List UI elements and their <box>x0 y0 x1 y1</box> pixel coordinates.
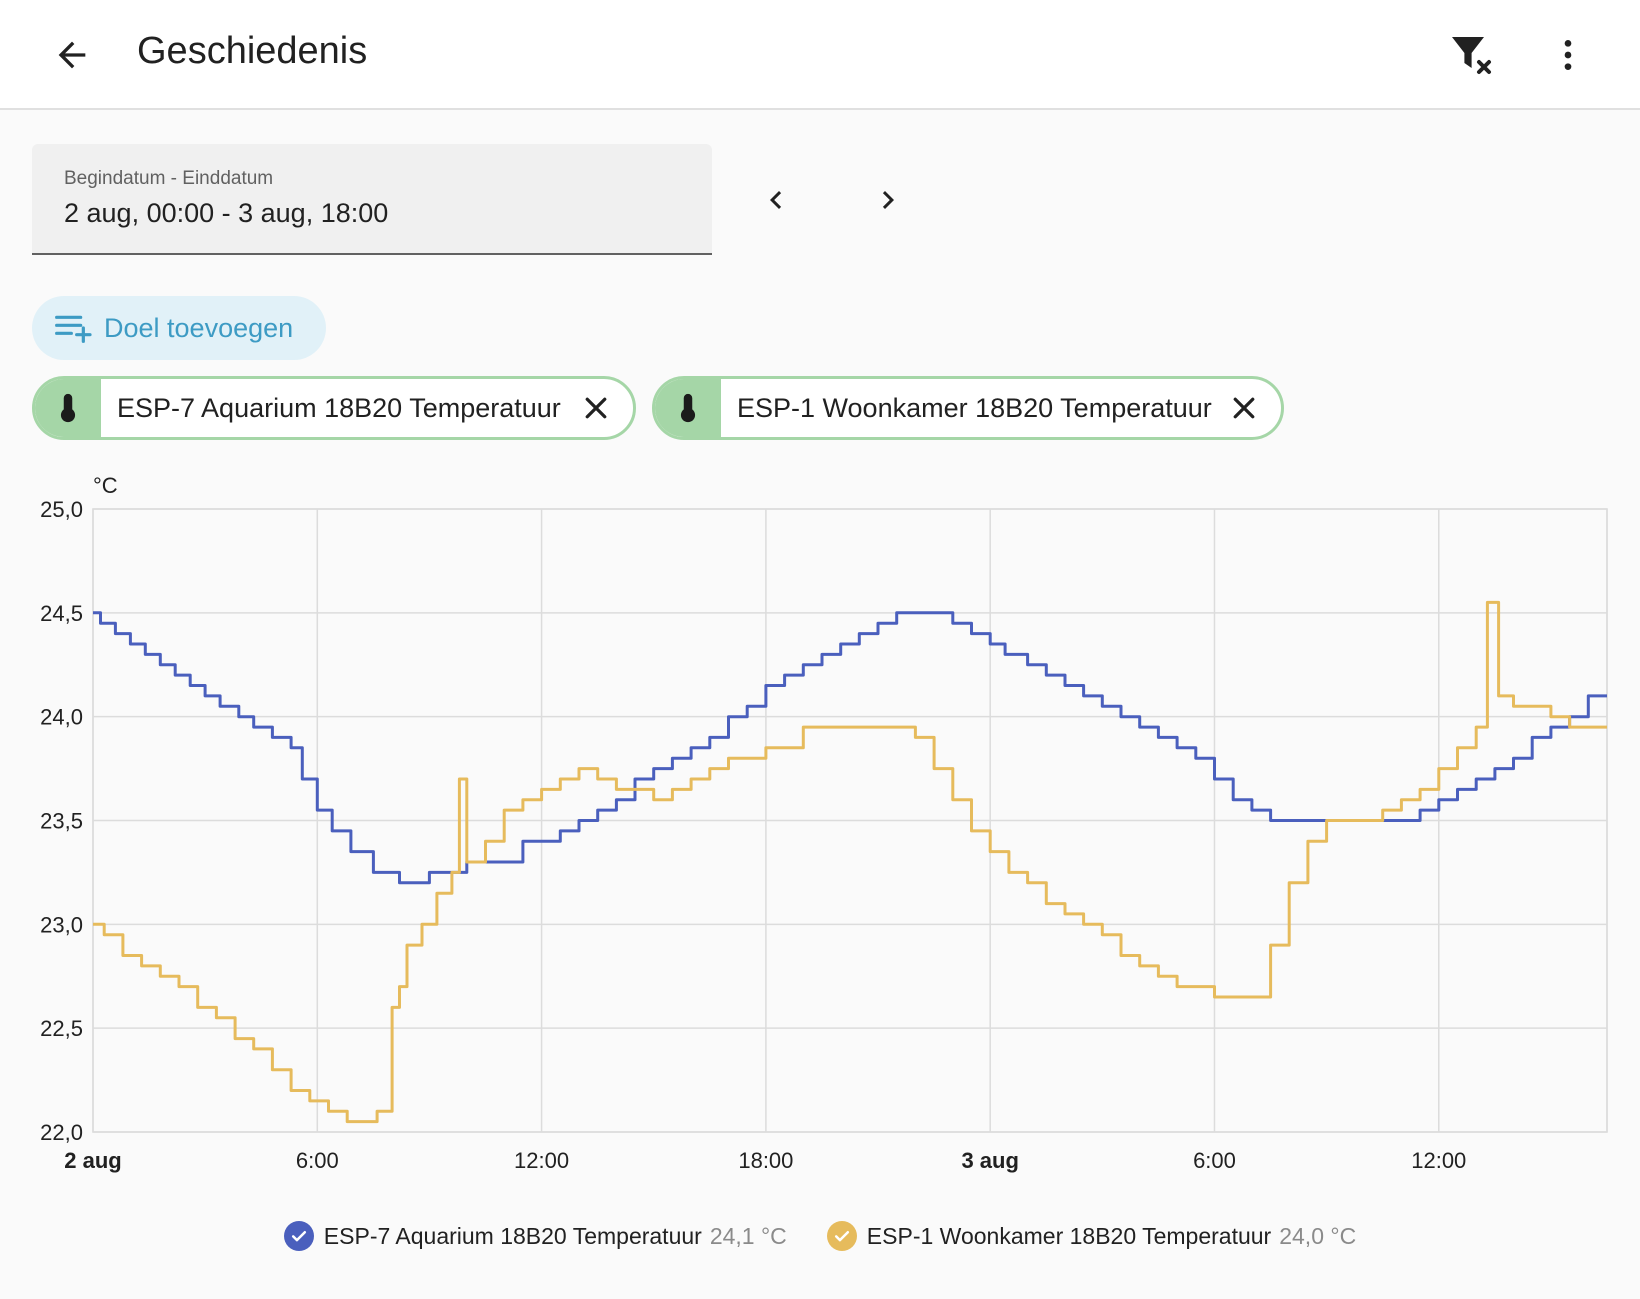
series-line-2 <box>93 600 1607 1124</box>
close-icon <box>585 397 607 419</box>
target-chip-label: ESP-1 Woonkamer 18B20 Temperatuur <box>737 392 1212 423</box>
series-line-1 <box>93 611 1607 885</box>
previous-period-button[interactable] <box>744 168 808 232</box>
date-range-value: 2 aug, 00:00 - 3 aug, 18:00 <box>64 198 389 228</box>
target-chip-woonkamer[interactable]: ESP-1 Woonkamer 18B20 Temperatuur <box>652 376 1284 440</box>
chip-avatar <box>35 379 101 437</box>
legend-name: ESP-7 Aquarium 18B20 Temperatuur <box>323 1222 702 1249</box>
remove-target-button[interactable] <box>1227 391 1261 425</box>
x-tick-label: 2 aug <box>64 1148 121 1173</box>
target-chip-label: ESP-7 Aquarium 18B20 Temperatuur <box>117 392 561 423</box>
date-range-picker[interactable]: Begindatum - Einddatum 2 aug, 00:00 - 3 … <box>32 144 712 255</box>
overflow-menu-button[interactable] <box>1536 23 1600 87</box>
y-tick-label: 22,5 <box>40 1016 83 1041</box>
y-tick-label: 24,0 <box>40 705 83 730</box>
x-tick-label: 6:00 <box>296 1148 339 1173</box>
filter-remove-icon <box>1452 37 1491 74</box>
legend-item-aquarium[interactable]: ESP-7 Aquarium 18B20 Temperatuur 24,1 °C <box>283 1221 787 1251</box>
check-circle-icon <box>283 1221 314 1251</box>
dots-vertical-icon <box>1564 40 1572 70</box>
history-chart[interactable]: 22,0 22,5 23,0 23,5 24,0 24,5 25,0 °C 2 aug 6:00 1… <box>0 460 1640 1180</box>
x-tick-label: 6:00 <box>1193 1148 1236 1173</box>
chart-legend: ESP-7 Aquarium 18B20 Temperatuur 24,1 °C… <box>0 1216 1640 1256</box>
legend-value: 24,1 °C <box>709 1222 787 1249</box>
x-tick-label: 3 aug <box>961 1148 1018 1173</box>
legend-name: ESP-1 Woonkamer 18B20 Temperatuur <box>866 1222 1272 1249</box>
arrow-left-icon <box>58 41 86 69</box>
thermometer-icon <box>680 393 696 423</box>
y-tick-label: 23,5 <box>40 809 83 834</box>
x-tick-label: 12:00 <box>1411 1148 1466 1173</box>
y-axis-unit: °C <box>93 473 118 498</box>
back-button[interactable] <box>40 23 104 87</box>
top-app-bar: Geschiedenis <box>0 0 1640 110</box>
legend-value: 24,0 °C <box>1279 1222 1357 1249</box>
chevron-right-icon <box>882 191 894 209</box>
add-target-label: Doel toevoegen <box>104 312 294 343</box>
y-tick-label: 22,0 <box>40 1120 83 1145</box>
legend-item-woonkamer[interactable]: ESP-1 Woonkamer 18B20 Temperatuur 24,0 °… <box>826 1221 1357 1251</box>
thermometer-icon <box>60 393 76 423</box>
clear-filter-button[interactable] <box>1440 23 1504 87</box>
chip-avatar <box>655 379 721 437</box>
page-title: Geschiedenis <box>137 30 368 72</box>
y-tick-label: 25,0 <box>40 497 83 522</box>
next-period-button[interactable] <box>856 168 920 232</box>
add-target-button[interactable]: Doel toevoegen <box>32 296 326 360</box>
remove-target-button[interactable] <box>579 391 613 425</box>
y-tick-label: 23,0 <box>40 912 83 937</box>
target-chip-aquarium[interactable]: ESP-7 Aquarium 18B20 Temperatuur <box>32 376 636 440</box>
date-range-label: Begindatum - Einddatum <box>64 168 274 189</box>
x-tick-label: 18:00 <box>738 1148 793 1173</box>
y-tick-label: 24,5 <box>40 601 83 626</box>
chevron-left-icon <box>770 191 782 209</box>
x-tick-label: 12:00 <box>514 1148 569 1173</box>
close-icon <box>1233 397 1255 419</box>
check-circle-icon <box>826 1221 857 1251</box>
playlist-plus-icon <box>55 315 92 343</box>
